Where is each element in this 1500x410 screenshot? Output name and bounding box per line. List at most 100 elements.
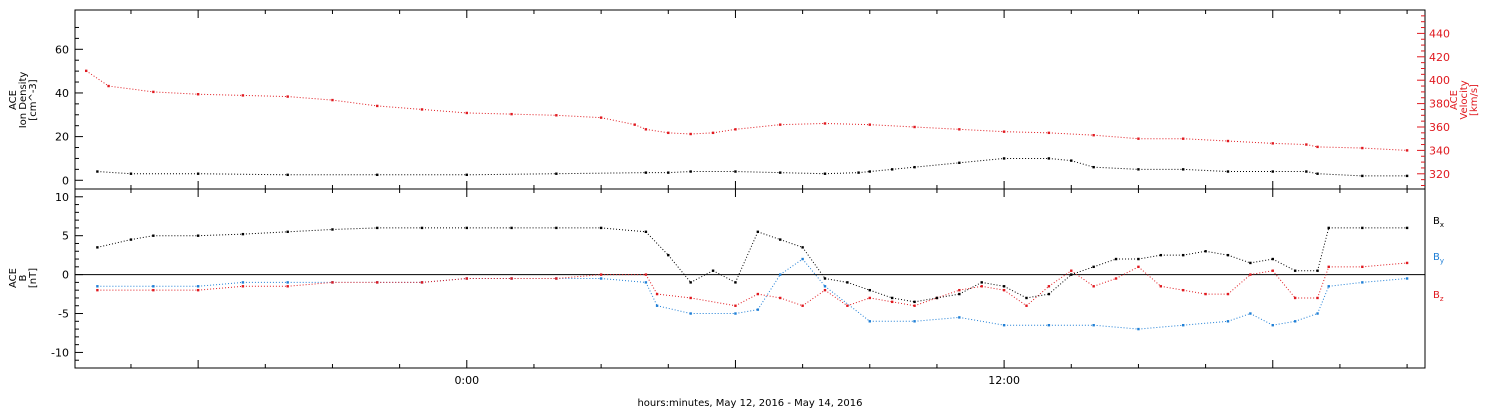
velocity-series-segment	[690, 132, 714, 135]
velocity-series-segment	[242, 94, 288, 98]
by-series-segment	[1294, 313, 1318, 322]
velocity-series-segment	[634, 124, 647, 130]
bz-series-point	[980, 285, 983, 288]
bx-series-segment	[914, 297, 938, 303]
by-series-segment	[1362, 278, 1408, 283]
by-series-segment	[1227, 313, 1251, 322]
bz-series-segment	[287, 281, 333, 287]
y-tick-label-density: 40	[55, 87, 69, 100]
velocity-series-segment	[1183, 138, 1229, 142]
density-series-segment	[824, 172, 859, 175]
velocity-series-point	[510, 112, 513, 116]
velocity-series-segment	[668, 132, 691, 135]
by-series-segment	[1317, 286, 1330, 314]
y-tick-label-b: 10	[55, 191, 69, 204]
by-series-segment	[1093, 324, 1139, 330]
bx-series-segment	[242, 231, 288, 235]
bx-series-segment	[287, 228, 333, 233]
bz-series-segment	[1183, 289, 1206, 295]
density-series	[96, 157, 1409, 178]
bx-series-segment	[198, 233, 243, 237]
velocity-series-segment	[712, 128, 736, 134]
bx-series-segment	[734, 231, 759, 283]
density-series-segment	[668, 171, 691, 174]
velocity-series-point	[420, 108, 424, 111]
bz-series-segment	[1227, 274, 1251, 295]
density-series-segment	[780, 172, 826, 175]
by-series-segment	[757, 274, 781, 310]
bx-series-point	[1114, 257, 1118, 261]
by-series-segment	[914, 316, 960, 322]
y-tick-label-velocity: 320	[1429, 168, 1450, 181]
density-series-segment	[1048, 157, 1072, 162]
by-series-point	[823, 285, 827, 288]
by-series-segment	[198, 281, 243, 287]
density-series-point	[465, 173, 468, 177]
bx-series-segment	[1093, 258, 1117, 268]
bx-series-segment	[1272, 258, 1296, 272]
bx-series-point	[1159, 253, 1163, 257]
bx-series-segment	[892, 297, 915, 303]
by-series-segment	[779, 258, 803, 276]
velocity-series-point	[1405, 149, 1409, 152]
bz-series-segment	[959, 285, 982, 291]
b-axis-title-line: ACE	[8, 268, 19, 288]
velocity-axis-title: ACE Velocity [km/s]	[1449, 80, 1480, 119]
bx-series-point	[1092, 265, 1095, 269]
y-tick-label-velocity: 420	[1429, 51, 1450, 64]
b-axis-title-line: B	[18, 274, 29, 281]
bz-series-segment	[892, 301, 915, 307]
by-series-segment	[645, 282, 658, 306]
bz-series-segment	[1093, 278, 1117, 287]
velocity-series-segment	[1362, 147, 1408, 151]
density-series-point	[1070, 159, 1073, 162]
density-series-segment	[556, 172, 646, 175]
bz-series-segment	[914, 297, 938, 307]
velocity-series-segment	[645, 128, 669, 134]
bz-series-segment	[869, 297, 893, 303]
by-series-point	[152, 285, 155, 288]
bz-series-point	[465, 277, 468, 280]
bz-series-segment	[690, 297, 736, 307]
y-tick-label-velocity: 400	[1429, 74, 1450, 87]
density-series-segment	[959, 157, 1005, 164]
density-axis-title: ACE Ion Density [cm^-3]	[8, 72, 39, 129]
bz-series-segment	[735, 293, 759, 307]
bx-series-segment	[645, 231, 669, 256]
velocity-series-segment	[1004, 131, 1049, 134]
bz-series-point	[152, 288, 155, 292]
bx-series-segment	[1183, 250, 1206, 256]
bz-series-segment	[802, 289, 826, 307]
bz-series-segment	[657, 293, 691, 299]
bx-series-point	[129, 238, 133, 241]
bz-series-segment	[780, 297, 803, 307]
bx-series-point	[1271, 257, 1274, 261]
density-series-segment	[1183, 168, 1229, 173]
velocity-axis-title-line: Velocity	[1459, 80, 1470, 119]
bx-series-segment	[802, 247, 826, 279]
bz-series-point	[1114, 277, 1118, 280]
velocity-series-segment	[377, 105, 423, 110]
velocity-series-segment	[85, 70, 109, 87]
by-series	[96, 257, 1409, 331]
y-tick-label-density: 20	[55, 131, 69, 144]
velocity-series-segment	[287, 96, 333, 101]
by-series-segment	[735, 309, 758, 315]
bx-series-point	[1249, 261, 1252, 265]
bx-series-point	[1070, 273, 1073, 276]
bx-series-segment	[959, 281, 982, 295]
bz-series-segment	[1115, 266, 1139, 279]
velocity-axis-title-line: [km/s]	[1469, 84, 1480, 116]
y-tick-label-velocity: 360	[1429, 121, 1450, 134]
density-series-segment	[1071, 160, 1094, 168]
bz-series-segment	[1317, 266, 1330, 299]
velocity-series-segment	[1048, 132, 1094, 136]
by-series-segment	[656, 305, 691, 315]
y-tick-label-density: 0	[62, 174, 69, 187]
density-series-segment	[735, 171, 781, 174]
velocity-series-segment	[1227, 140, 1273, 144]
bz-series-point	[1182, 288, 1185, 292]
velocity-series-point	[1092, 133, 1095, 137]
bz-series-point	[1002, 288, 1006, 292]
bz-series-point	[1159, 285, 1163, 288]
